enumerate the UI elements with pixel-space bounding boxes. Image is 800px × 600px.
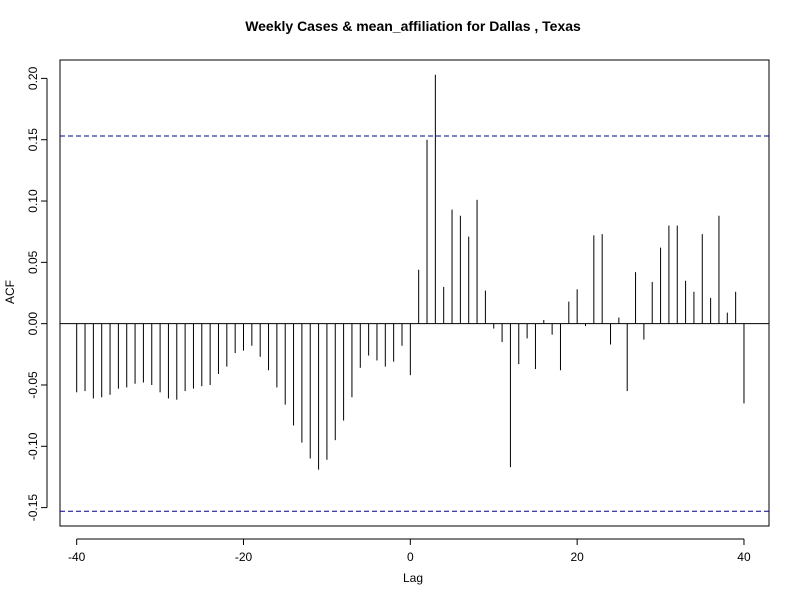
x-tick-label: 20 (570, 550, 584, 564)
x-tick-label: 40 (737, 550, 751, 564)
y-tick-label: 0.15 (26, 128, 40, 152)
x-tick-label: 0 (407, 550, 414, 564)
y-tick-label: -0.10 (26, 432, 40, 460)
chart-title: Weekly Cases & mean_affiliation for Dall… (245, 18, 581, 34)
x-tick-label: -40 (68, 550, 86, 564)
y-tick-label: 0.20 (26, 66, 40, 90)
y-tick-label: 0.00 (26, 312, 40, 336)
y-tick-label: 0.05 (26, 250, 40, 274)
y-axis-title: ACF (3, 280, 17, 304)
x-tick-label: -20 (235, 550, 253, 564)
x-axis-title: Lag (403, 571, 423, 585)
y-tick-label: -0.05 (26, 371, 40, 399)
y-tick-label: -0.15 (26, 494, 40, 522)
y-tick-label: 0.10 (26, 189, 40, 213)
acf-bars (76, 74, 745, 470)
plot-frame (59, 59, 770, 527)
x-axis: -40 -20 0 20 40 (68, 538, 751, 564)
y-axis: -0.15 -0.10 -0.05 0.00 0.05 0.10 0.15 0.20 (26, 66, 48, 522)
confidence-bounds (60, 135, 769, 512)
